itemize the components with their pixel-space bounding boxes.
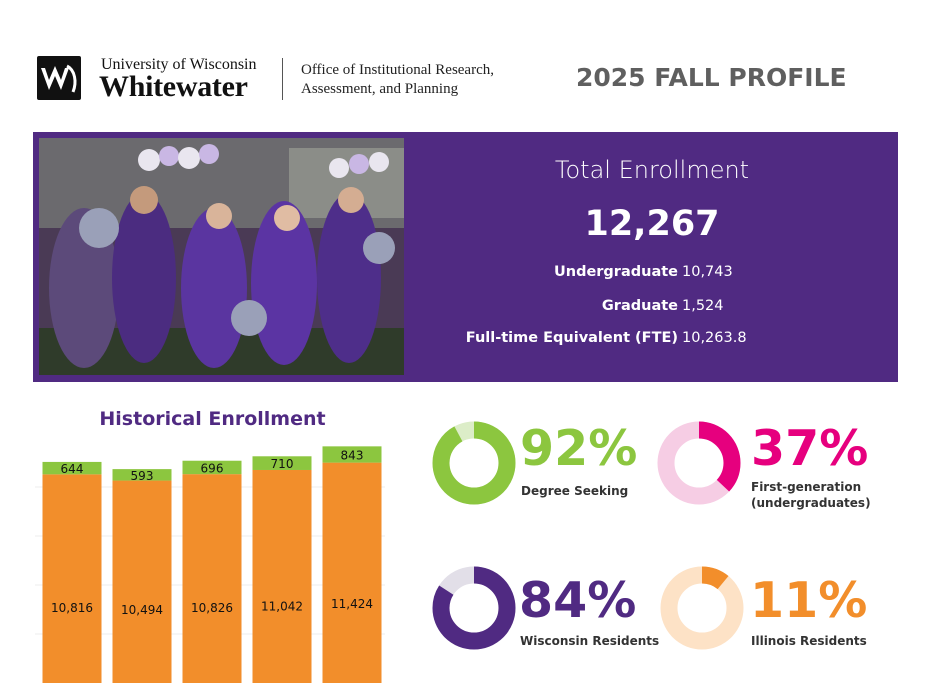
wisconsin-residents-percent: 84% [519, 572, 637, 629]
office-line-1: Office of Institutional Research, [301, 62, 494, 78]
donut-arc [657, 421, 741, 505]
illinois-residents-donut [660, 566, 744, 650]
donut-arc [432, 421, 516, 505]
chart-title: Historical Enrollment [99, 408, 326, 430]
stat-row-graduate: Graduate 1,524 [413, 298, 833, 320]
bar-undergraduate [42, 474, 102, 683]
uw-whitewater-logo [37, 56, 81, 100]
stat-value: 1,524 [682, 298, 724, 314]
degree-seeking-percent: 92% [520, 420, 638, 477]
stat-value: 10,263.8 [682, 330, 747, 346]
total-enrollment-label: Total Enrollment [554, 156, 750, 184]
enrollment-banner: Total Enrollment 12,267 Undergraduate 10… [33, 132, 898, 382]
header-divider [282, 58, 283, 100]
bar-graduate [182, 460, 242, 475]
office-line-2: Assessment, and Planning [301, 81, 459, 97]
data-label-graduate: 843 [341, 448, 364, 462]
data-label-undergraduate: 10,816 [51, 601, 93, 615]
stat-value: 10,743 [682, 264, 733, 280]
data-label-undergraduate: 10,494 [121, 603, 163, 617]
bar-undergraduate [112, 480, 172, 683]
students-photo [39, 138, 404, 375]
label-line: First-generation [751, 480, 862, 494]
data-label-undergraduate: 10,826 [191, 601, 233, 615]
label-line: (undergraduates) [751, 496, 871, 510]
donut-arc [660, 566, 744, 650]
stat-label: Graduate [601, 298, 678, 314]
data-label-graduate: 644 [61, 462, 84, 476]
label-line: Degree Seeking [521, 484, 629, 498]
university-name: University of Wisconsin [101, 56, 257, 73]
degree-seeking-donut [432, 421, 516, 505]
data-label-undergraduate: 11,424 [331, 597, 373, 611]
office-name: Office of Institutional Research, Assess… [301, 61, 494, 99]
bar-graduate [322, 446, 382, 463]
bar-undergraduate [182, 474, 242, 683]
data-label-graduate: 710 [271, 457, 294, 471]
bar-graduate [112, 469, 172, 481]
total-enrollment-value: 12,267 [584, 204, 720, 244]
degree-seeking-label: Degree Seeking [521, 483, 628, 499]
donut-arc [432, 566, 516, 650]
campus-name: Whitewater [99, 70, 248, 103]
donut-track [660, 566, 744, 650]
stat-label: Full-time Equivalent (FTE) [465, 330, 678, 346]
illinois-residents-percent: 11% [750, 572, 868, 629]
bar-graduate [42, 461, 102, 475]
wisconsin-residents-label: Wisconsin Residents [520, 633, 659, 649]
wisconsin-residents-donut [432, 566, 516, 650]
first-generation-donut [657, 421, 741, 505]
data-label-graduate: 593 [131, 469, 154, 483]
data-label-undergraduate: 11,042 [261, 600, 303, 614]
label-line: Wisconsin Residents [520, 634, 660, 648]
historical-enrollment-chart: 644 10,816 593 10,494 696 10,826 710 11,042 843 1… [35, 446, 385, 683]
stat-row-undergraduate: Undergraduate 10,743 [413, 264, 833, 286]
bar-graduate [252, 456, 312, 470]
data-label-graduate: 696 [201, 461, 224, 475]
stat-row-fte: Full-time Equivalent (FTE) 10,263.8 [413, 330, 833, 352]
stat-label: Undergraduate [553, 264, 678, 280]
illinois-residents-label: Illinois Residents [751, 633, 867, 649]
bar-undergraduate [322, 462, 382, 683]
page-title: 2025 FALL PROFILE [576, 63, 847, 92]
label-line: Illinois Residents [751, 634, 867, 648]
bar-undergraduate [252, 469, 312, 683]
first-generation-percent: 37% [751, 420, 869, 477]
first-generation-label: First-generation (undergraduates) [751, 479, 871, 511]
